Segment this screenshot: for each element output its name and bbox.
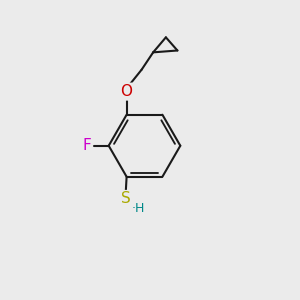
Text: ·H: ·H (131, 202, 145, 215)
Text: S: S (121, 191, 130, 206)
Text: O: O (121, 84, 133, 99)
Text: F: F (82, 138, 91, 153)
